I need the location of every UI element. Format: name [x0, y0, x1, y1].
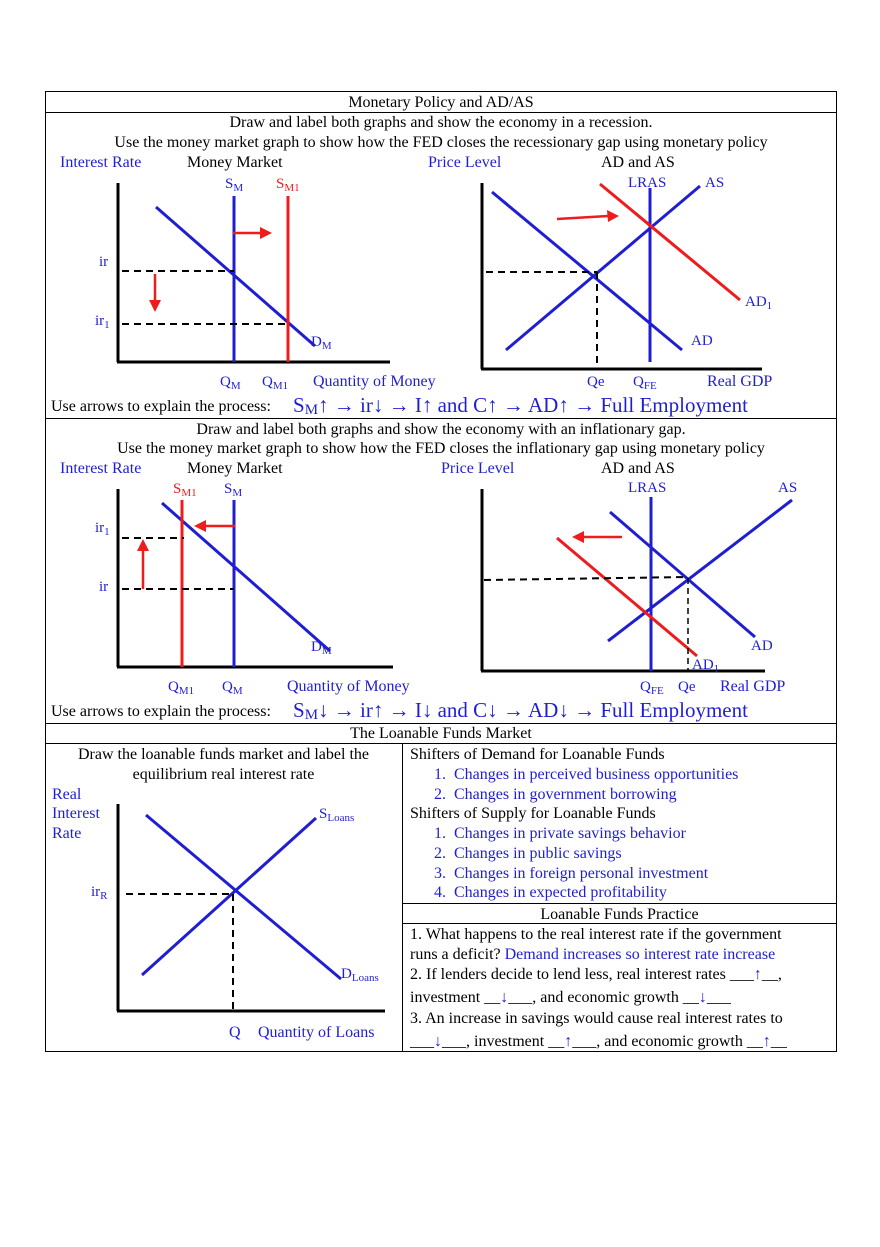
lf-x-axis-label: Quantity of Loans [258, 1024, 375, 1041]
mm1-s-label: SM [225, 176, 244, 194]
mm1-q1-label: QM1 [262, 374, 289, 392]
adas2-y-axis-label: Price Level [441, 460, 515, 477]
lf-s-label: SLoans [319, 806, 355, 824]
lf-q-label: Q [229, 1024, 241, 1041]
adas1-lras-label: LRAS [628, 175, 667, 191]
question-1-line-1: 1. What happens to the real interest rat… [410, 926, 782, 943]
lf-instruction-2: equilibrium real interest rate [132, 766, 315, 783]
adas2-ad1-label: AD1 [692, 657, 720, 675]
adas1-title: AD and AS [601, 154, 675, 171]
question-3-answer-investment: ↑ [564, 1033, 573, 1050]
adas1-ad1-curve [599, 182, 741, 302]
question-3-answer-growth: ↑ [762, 1033, 771, 1050]
section2-instruction-1: Draw and label both graphs and show the … [196, 421, 686, 438]
adas2-ad-label: AD [751, 638, 773, 654]
adas2-as-label: AS [778, 480, 798, 496]
demand-item-1: 1. Changes in perceived business opportu… [434, 766, 739, 783]
lf-d-label: DLoans [341, 966, 379, 984]
mm1-q-label: QM [220, 374, 241, 392]
lf-instruction-1: Draw the loanable funds market and label… [78, 746, 369, 763]
mm2-ir1-label: ir1 [95, 520, 110, 538]
section1-process-label: Use arrows to explain the process: [51, 398, 271, 415]
question-2-answer-growth: ↓ [698, 989, 707, 1006]
adas2-qe-label: Qe [678, 679, 696, 695]
lf-supply-curve [140, 816, 318, 977]
adas2-lras-label: LRAS [628, 480, 667, 496]
practice-title: Loanable Funds Practice [540, 906, 699, 923]
section1-instruction-2: Use the money market graph to show how t… [114, 134, 768, 151]
lf-y-axis-label-1: Real [52, 786, 82, 803]
adas1-ad1-label: AD1 [745, 294, 773, 312]
page-title: Monetary Policy and AD/AS [348, 94, 534, 111]
section2-process-label: Use arrows to explain the process: [51, 703, 271, 720]
mm1-title: Money Market [187, 154, 283, 171]
mm2-demand-curve [161, 501, 331, 653]
lf-ir-label: irR [91, 884, 108, 902]
question-3-line-1: 3. An increase in savings would cause re… [410, 1010, 783, 1027]
mm1-s1-label: SM1 [276, 176, 300, 194]
mm2-title: Money Market [187, 460, 283, 477]
adas1-shift-arrow [556, 214, 609, 221]
mm2-d-label: DM [311, 639, 332, 657]
supply-shifters-heading: Shifters of Supply for Loanable Funds [410, 805, 656, 822]
adas2-ad-curve [609, 510, 756, 639]
section1-process-answer: SM↑ → ir↓ → I↑ and C↑ → AD↑ → Full Emplo… [293, 393, 748, 418]
mm1-d-label: DM [311, 334, 332, 352]
mm2-s-label: SM [224, 481, 243, 499]
adas1-y-axis-label: Price Level [428, 154, 502, 171]
lf-y-axis-label-2: Interest [52, 805, 100, 822]
adas1-as-curve [505, 184, 701, 352]
question-2-answer-rate: ↑ [753, 966, 762, 983]
supply-item-2: 2. Changes in public savings [434, 845, 622, 862]
adas1-qfe-label: QFE [633, 374, 657, 392]
mm2-q-label: QM [222, 679, 243, 697]
mm2-y-axis-label: Interest Rate [60, 460, 142, 477]
mm2-x-axis-label: Quantity of Money [287, 678, 410, 695]
question-3-line-2: ___↓___, investment __↑___, and economic… [410, 1033, 787, 1050]
adas1-x-axis-label: Real GDP [707, 373, 773, 390]
mm1-x-axis-label: Quantity of Money [313, 373, 436, 390]
supply-item-3: 3. Changes in foreign personal investmen… [434, 865, 709, 882]
question-2-line-1: 2. If lenders decide to lend less, real … [410, 966, 782, 983]
adas2-as-curve [607, 498, 793, 643]
mm1-y-axis-label: Interest Rate [60, 154, 142, 171]
adas2-qfe-label: QFE [640, 679, 664, 697]
demand-item-2: 2. Changes in government borrowing [434, 786, 677, 803]
section2-process-answer: SM↓ → ir↑ → I↓ and C↓ → AD↓ → Full Emplo… [293, 698, 748, 723]
adas1-qe-label: Qe [587, 374, 605, 390]
question-1-answer: Demand increases so interest rate increa… [504, 946, 776, 963]
adas2-title: AD and AS [601, 460, 675, 477]
adas1-ad-label: AD [691, 333, 713, 349]
supply-item-4: 4. Changes in expected profitability [434, 884, 667, 901]
section1-instruction-1: Draw and label both graphs and show the … [229, 114, 653, 131]
section3-title: The Loanable Funds Market [350, 725, 532, 742]
mm2-s1-label: SM1 [173, 481, 197, 499]
supply-item-1: 1. Changes in private savings behavior [434, 825, 686, 842]
adas2-ad1-curve [556, 536, 698, 658]
lf-y-axis-label-3: Rate [52, 825, 82, 842]
adas1-as-label: AS [705, 175, 725, 191]
lf-demand-curve [145, 813, 342, 981]
mm1-ir-label: ir [99, 254, 109, 270]
adas2-x-axis-label: Real GDP [720, 678, 786, 695]
question-2-line-2: investment __↓___, and economic growth _… [410, 989, 731, 1006]
question-2-answer-investment: ↓ [500, 989, 509, 1006]
mm2-ir-label: ir [99, 579, 109, 595]
demand-shifters-heading: Shifters of Demand for Loanable Funds [410, 746, 665, 763]
section2-instruction-2: Use the money market graph to show how t… [117, 440, 765, 457]
question-3-answer-rate: ↓ [434, 1033, 442, 1050]
mm1-ir1-label: ir1 [95, 313, 110, 331]
question-1-line-2: runs a deficit? Demand increases so inte… [410, 946, 776, 963]
mm2-q1-label: QM1 [168, 679, 195, 697]
adas2-price-dash [483, 576, 689, 581]
